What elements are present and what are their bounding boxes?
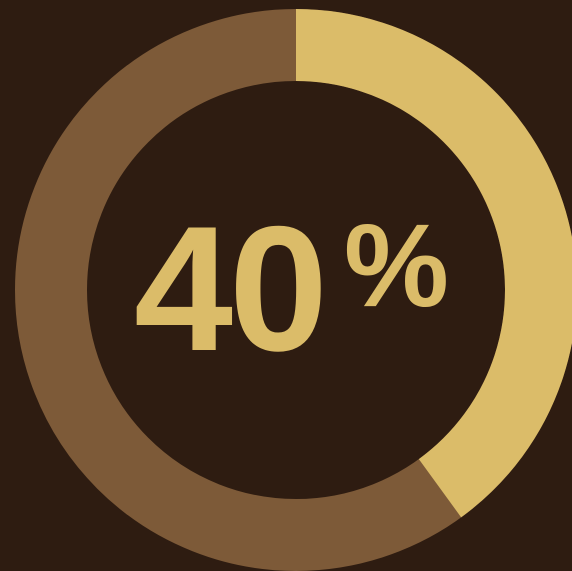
percent-value: 40 [134, 189, 328, 388]
percent-sign: % [344, 200, 449, 332]
donut-progress-slice [295, 9, 572, 518]
